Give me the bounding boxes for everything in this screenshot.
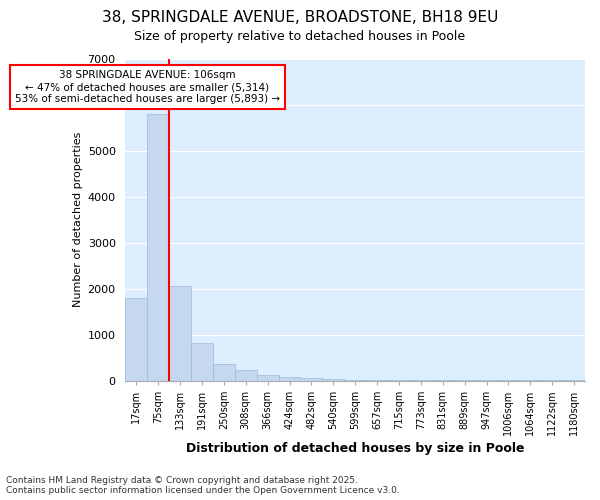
Bar [322, 379, 344, 380]
Text: 38, SPRINGDALE AVENUE, BROADSTONE, BH18 9EU: 38, SPRINGDALE AVENUE, BROADSTONE, BH18 … [102, 10, 498, 25]
Bar [169, 286, 191, 380]
Bar [257, 376, 278, 380]
Bar [125, 298, 148, 380]
Bar [213, 364, 235, 380]
Bar [235, 370, 257, 380]
Text: Size of property relative to detached houses in Poole: Size of property relative to detached ho… [134, 30, 466, 43]
X-axis label: Distribution of detached houses by size in Poole: Distribution of detached houses by size … [186, 442, 524, 455]
Bar [191, 343, 213, 380]
Bar [301, 378, 322, 380]
Bar [148, 114, 169, 380]
Text: Contains HM Land Registry data © Crown copyright and database right 2025.
Contai: Contains HM Land Registry data © Crown c… [6, 476, 400, 495]
Y-axis label: Number of detached properties: Number of detached properties [73, 132, 83, 308]
Text: 38 SPRINGDALE AVENUE: 106sqm
← 47% of detached houses are smaller (5,314)
53% of: 38 SPRINGDALE AVENUE: 106sqm ← 47% of de… [15, 70, 280, 104]
Bar [278, 378, 301, 380]
